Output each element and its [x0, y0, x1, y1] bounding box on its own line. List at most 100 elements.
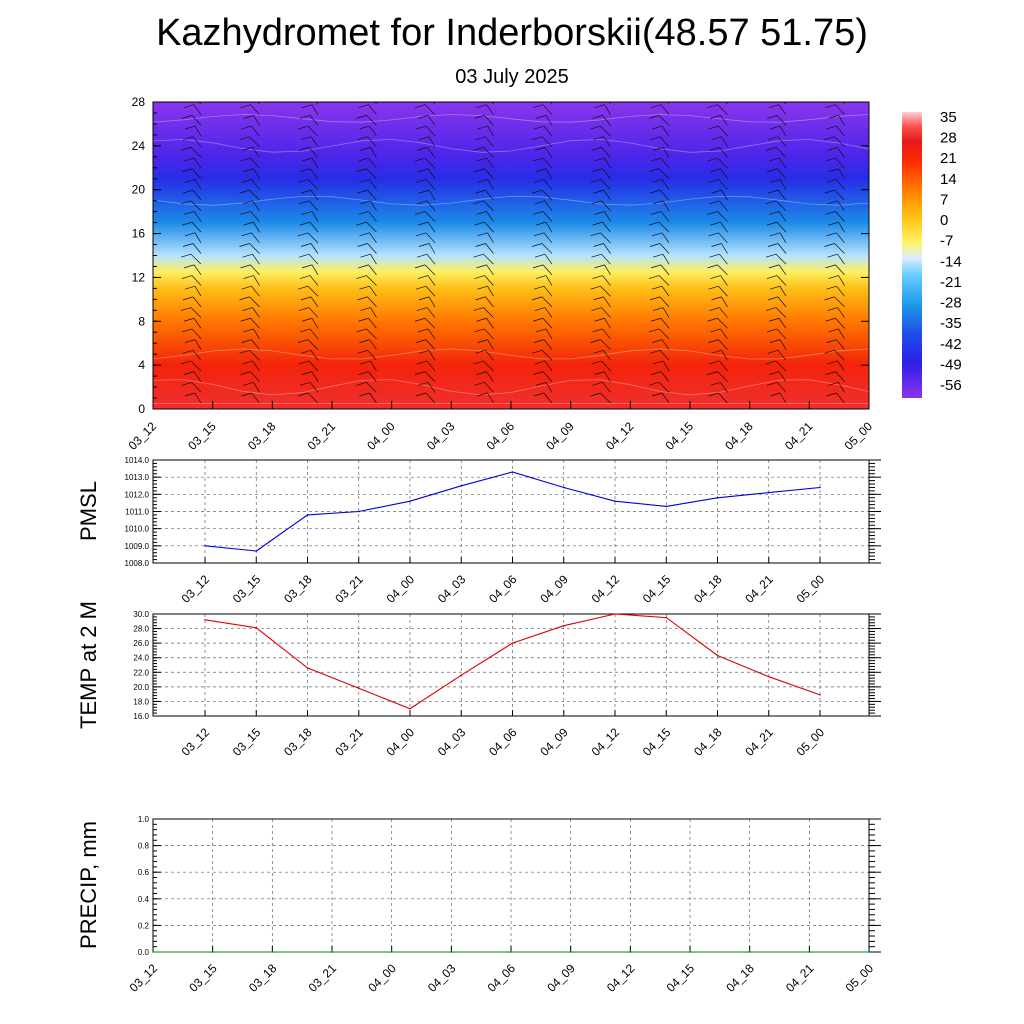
wind-barb: [476, 371, 494, 382]
wind-barb: [242, 147, 260, 158]
wind-barb: [592, 115, 611, 126]
x-tick-label: 04_00: [384, 725, 418, 759]
wind-barb: [241, 339, 260, 350]
wind-barb: [299, 115, 319, 126]
wind-barb: [767, 349, 787, 361]
wind-barb: [183, 157, 202, 169]
wind-barb: [533, 179, 553, 190]
colorbar-label-7: -7: [940, 233, 953, 250]
wind-barb: [415, 125, 436, 137]
data-point: [768, 491, 770, 494]
y-tick-label: 1014.0: [125, 456, 150, 465]
data-point: [511, 642, 514, 644]
wind-barb: [417, 275, 436, 286]
wind-barb: [590, 339, 611, 350]
data-point: [331, 951, 333, 953]
data-point: [563, 486, 565, 489]
wind-barb: [298, 147, 319, 158]
wind-barb: [477, 125, 494, 137]
wind-barb: [240, 317, 260, 329]
wind-barb: [708, 232, 728, 244]
x-tick-label: 05_00: [843, 961, 877, 995]
wind-barb: [183, 317, 202, 329]
heatmap-y-tick-label: 0: [138, 402, 145, 416]
wind-barb: [180, 253, 202, 265]
precip-mm-axis-label: PRECIP, mm: [76, 821, 101, 949]
data-point: [563, 624, 565, 627]
wind-barb: [476, 211, 494, 222]
wind-barb: [532, 317, 553, 329]
wind-barb: [710, 275, 728, 286]
wind-barb: [182, 189, 202, 201]
heatmap-y-tick-label: 24: [132, 139, 146, 153]
contour-line: [153, 114, 869, 123]
wind-barb: [182, 349, 202, 361]
wind-barb: [180, 360, 202, 372]
pmsl-axis-label: PMSL: [76, 481, 101, 541]
x-tick-label: 04_03: [425, 961, 459, 995]
wind-barb: [357, 296, 377, 308]
wind-barb: [707, 104, 728, 115]
wind-barb: [242, 200, 260, 211]
wind-barb: [769, 285, 787, 297]
wind-barb: [826, 285, 845, 297]
wind-barb: [476, 264, 494, 276]
heatmap-y-tick-label: 4: [138, 358, 145, 372]
wind-barb: [648, 168, 670, 179]
wind-barb: [357, 349, 377, 361]
wind-barb: [476, 317, 494, 329]
y-tick-label: 1009.0: [125, 542, 150, 551]
wind-barb: [593, 349, 611, 361]
wind-barb: [474, 381, 494, 393]
wind-barb: [533, 285, 553, 297]
x-tick-label: 03_21: [332, 725, 366, 759]
x-tick-label: 03_18: [281, 572, 315, 606]
data-point: [614, 613, 616, 615]
wind-barb: [184, 285, 202, 297]
wind-barb: [184, 179, 202, 190]
wind-barb: [826, 392, 845, 404]
data-point: [450, 951, 453, 953]
wind-barb: [531, 349, 553, 361]
wind-barb: [415, 339, 436, 350]
x-tick-label: 04_12: [589, 572, 623, 606]
heatmap-x-tick-label: 04_21: [782, 419, 816, 453]
wind-barb: [649, 136, 670, 147]
wind-barb: [414, 104, 436, 115]
data-point: [211, 951, 214, 953]
wind-barb: [297, 232, 319, 244]
data-point: [204, 545, 206, 547]
wind-barb: [767, 296, 787, 308]
wind-barb: [650, 104, 670, 115]
colorbar-label-28: 28: [940, 130, 957, 147]
wind-barb: [533, 392, 553, 404]
contour-line: [153, 195, 869, 206]
wind-barb: [531, 136, 553, 147]
wind-barb: [828, 381, 845, 393]
cross-section-panel: 0 4 8 12 16 20 24 28 03_12 03_15 03_18 03_21 04_00 04…: [126, 95, 876, 453]
x-tick-label: 04_21: [783, 961, 817, 995]
wind-barb: [708, 285, 728, 297]
wind-barb: [648, 115, 670, 126]
x-tick-label: 04_03: [435, 572, 469, 606]
wind-barb: [768, 211, 787, 222]
wind-barb: [591, 307, 611, 318]
wind-barb: [590, 179, 611, 190]
wind-barb: [711, 189, 728, 201]
wind-barb: [648, 275, 670, 286]
wind-barb: [769, 179, 787, 190]
data-point: [808, 951, 811, 953]
wind-barb: [827, 360, 845, 372]
wind-barb: [356, 275, 377, 286]
wind-barb: [652, 147, 670, 158]
wind-barb: [825, 371, 845, 382]
data-point: [689, 951, 691, 953]
data-point: [255, 627, 258, 629]
wind-barb: [651, 125, 670, 137]
wind-barb: [360, 360, 377, 372]
wind-barb: [417, 115, 436, 126]
wind-barb: [824, 189, 845, 201]
x-tick-label: 04_00: [365, 961, 399, 995]
temp-2m-panel: 16.0 18.0 20.0 22.0 24.0 26.0 28.0 30.0 03_12 03_…: [76, 601, 881, 759]
wind-barb: [180, 200, 202, 212]
